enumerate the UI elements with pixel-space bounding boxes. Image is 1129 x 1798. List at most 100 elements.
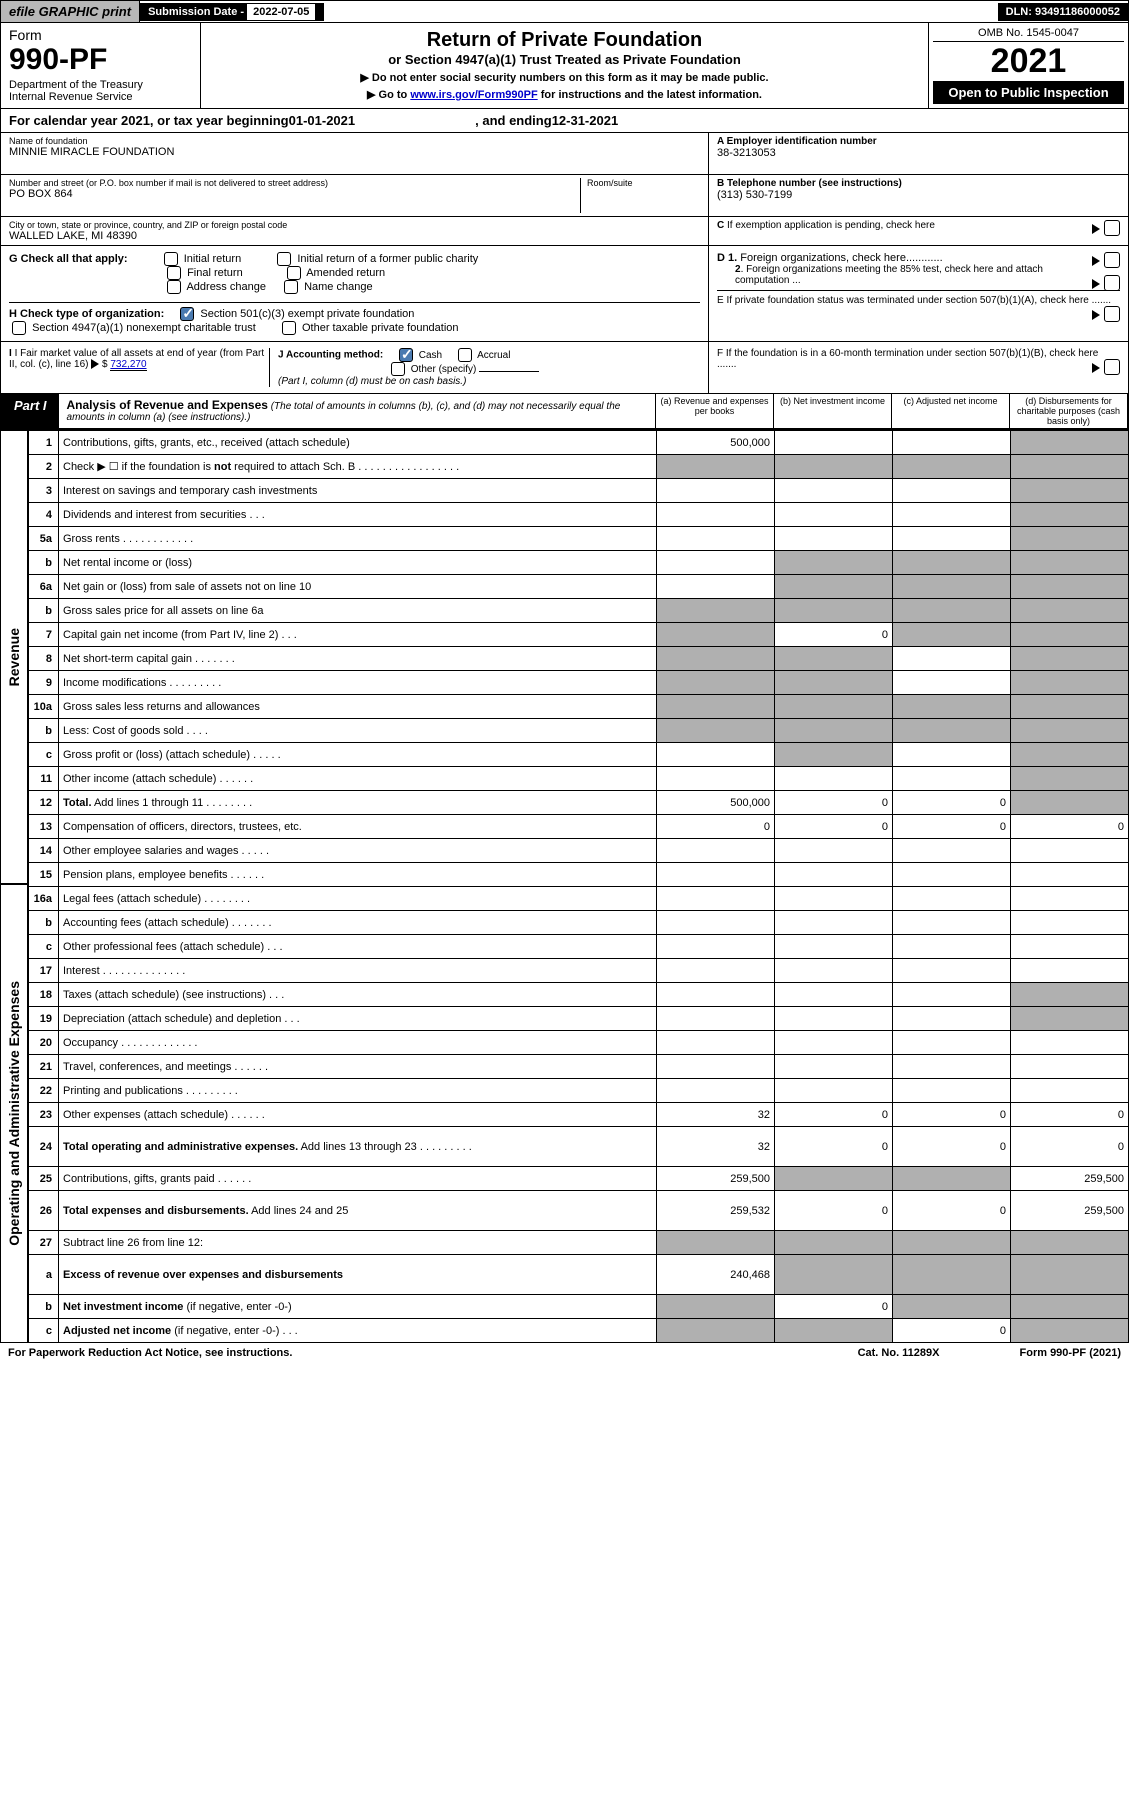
- footer-form: Form 990-PF (2021): [1020, 1347, 1122, 1359]
- checkbox-address-change[interactable]: [167, 280, 181, 294]
- table-row: 3Interest on savings and temporary cash …: [29, 479, 1129, 503]
- table-row: 12Total. Add lines 1 through 11 . . . . …: [29, 791, 1129, 815]
- e-row: E If private foundation status was termi…: [717, 290, 1120, 306]
- form-label: Form: [9, 27, 192, 43]
- table-row: 4Dividends and interest from securities …: [29, 503, 1129, 527]
- table-row: 16aLegal fees (attach schedule) . . . . …: [29, 887, 1129, 911]
- col-c-header: (c) Adjusted net income: [891, 394, 1009, 428]
- checkbox-name-change[interactable]: [284, 280, 298, 294]
- table-row: 25Contributions, gifts, grants paid . . …: [29, 1167, 1129, 1191]
- ein: 38-3213053: [717, 147, 1120, 159]
- f-row: F If the foundation is in a 60-month ter…: [717, 348, 1098, 370]
- top-bar: efile GRAPHIC print Submission Date - 20…: [0, 0, 1129, 23]
- form-note-2: ▶ Go to www.irs.gov/Form990PF for instru…: [207, 88, 922, 101]
- checkbox-e[interactable]: [1104, 306, 1120, 322]
- table-row: cAdjusted net income (if negative, enter…: [29, 1319, 1129, 1343]
- footer-cat: Cat. No. 11289X: [858, 1347, 940, 1359]
- table-row: 1Contributions, gifts, grants, etc., rec…: [29, 431, 1129, 455]
- foundation-name: MINNIE MIRACLE FOUNDATION: [9, 146, 700, 158]
- checkbox-c[interactable]: [1104, 220, 1120, 236]
- address-label: Number and street (or P.O. box number if…: [9, 178, 580, 188]
- table-row: 19Depreciation (attach schedule) and dep…: [29, 1007, 1129, 1031]
- checkbox-501c3[interactable]: [180, 307, 194, 321]
- checkbox-4947[interactable]: [12, 321, 26, 335]
- section-g-h: G Check all that apply: Initial return I…: [0, 246, 1129, 342]
- section-i-j-f: I I Fair market value of all assets at e…: [0, 342, 1129, 394]
- table-row: 13Compensation of officers, directors, t…: [29, 815, 1129, 839]
- footer-left: For Paperwork Reduction Act Notice, see …: [8, 1347, 292, 1359]
- form-number: 990-PF: [9, 43, 192, 77]
- table-row: cOther professional fees (attach schedul…: [29, 935, 1129, 959]
- table-row: 26Total expenses and disbursements. Add …: [29, 1191, 1129, 1231]
- checkbox-d1[interactable]: [1104, 252, 1120, 268]
- col-b-header: (b) Net investment income: [773, 394, 891, 428]
- form-title: Return of Private Foundation: [207, 29, 922, 52]
- checkbox-initial-former[interactable]: [277, 252, 291, 266]
- expenses-section-label: Operating and Administrative Expenses: [6, 981, 22, 1246]
- page-footer: For Paperwork Reduction Act Notice, see …: [0, 1343, 1129, 1363]
- table-row: 14Other employee salaries and wages . . …: [29, 839, 1129, 863]
- ein-label: A Employer identification number: [717, 136, 1120, 147]
- checkbox-accrual[interactable]: [458, 348, 472, 362]
- checkbox-other-method[interactable]: [391, 362, 405, 376]
- table-row: 11Other income (attach schedule) . . . .…: [29, 767, 1129, 791]
- table-row: 18Taxes (attach schedule) (see instructi…: [29, 983, 1129, 1007]
- table-row: bNet investment income (if negative, ent…: [29, 1295, 1129, 1319]
- d1-row: D 1. Foreign organizations, check here..…: [717, 252, 1120, 264]
- table-row: 22Printing and publications . . . . . . …: [29, 1079, 1129, 1103]
- checkbox-amended[interactable]: [287, 266, 301, 280]
- form-subtitle: or Section 4947(a)(1) Trust Treated as P…: [207, 52, 922, 67]
- table-row: 2Check ▶ ☐ if the foundation is not requ…: [29, 455, 1129, 479]
- checkbox-initial-return[interactable]: [164, 252, 178, 266]
- efile-print-button[interactable]: efile GRAPHIC print: [1, 1, 140, 22]
- submission-date-label: Submission Date - 2022-07-05: [140, 3, 324, 21]
- h-label: H Check type of organization:: [9, 308, 164, 320]
- table-row: 7Capital gain net income (from Part IV, …: [29, 623, 1129, 647]
- irs-link[interactable]: www.irs.gov/Form990PF: [410, 89, 537, 101]
- city-state-zip: WALLED LAKE, MI 48390: [9, 230, 700, 242]
- col-d-header: (d) Disbursements for charitable purpose…: [1009, 394, 1127, 428]
- open-public-badge: Open to Public Inspection: [933, 81, 1124, 104]
- phone-label: B Telephone number (see instructions): [717, 178, 1120, 189]
- checkbox-d2[interactable]: [1104, 275, 1120, 291]
- city-label: City or town, state or province, country…: [9, 220, 700, 230]
- checkbox-f[interactable]: [1104, 359, 1120, 375]
- col-a-header: (a) Revenue and expenses per books: [655, 394, 773, 428]
- j-note: (Part I, column (d) must be on cash basi…: [278, 376, 466, 387]
- part-1-label: Part I: [2, 394, 59, 428]
- checkbox-final-return[interactable]: [167, 266, 181, 280]
- table-row: 17Interest . . . . . . . . . . . . . .: [29, 959, 1129, 983]
- table-row: 20Occupancy . . . . . . . . . . . . .: [29, 1031, 1129, 1055]
- table-row: 8Net short-term capital gain . . . . . .…: [29, 647, 1129, 671]
- table-row: 5aGross rents . . . . . . . . . . . .: [29, 527, 1129, 551]
- fmv-link[interactable]: 732,270: [110, 359, 146, 371]
- omb-number: OMB No. 1545-0047: [933, 27, 1124, 42]
- dln: DLN: 93491186000052: [998, 3, 1128, 21]
- tax-year: 2021: [933, 42, 1124, 81]
- table-row: 21Travel, conferences, and meetings . . …: [29, 1055, 1129, 1079]
- part-1-body: Revenue Operating and Administrative Exp…: [0, 430, 1129, 1343]
- foundation-name-label: Name of foundation: [9, 136, 700, 146]
- part-1-title: Analysis of Revenue and Expenses: [67, 398, 268, 412]
- table-row: bGross sales price for all assets on lin…: [29, 599, 1129, 623]
- form-note-1: ▶ Do not enter social security numbers o…: [207, 71, 922, 84]
- table-row: 10aGross sales less returns and allowanc…: [29, 695, 1129, 719]
- table-row: bNet rental income or (loss): [29, 551, 1129, 575]
- form-header: Form 990-PF Department of the Treasury I…: [0, 23, 1129, 109]
- table-row: 6aNet gain or (loss) from sale of assets…: [29, 575, 1129, 599]
- phone: (313) 530-7199: [717, 189, 1120, 201]
- table-row: 9Income modifications . . . . . . . . .: [29, 671, 1129, 695]
- part-1-header: Part I Analysis of Revenue and Expenses …: [0, 394, 1129, 430]
- dept-treasury: Department of the Treasury Internal Reve…: [9, 79, 192, 103]
- g-label: G Check all that apply:: [9, 253, 128, 265]
- checkbox-other-taxable[interactable]: [282, 321, 296, 335]
- revenue-section-label: Revenue: [6, 628, 22, 686]
- table-row: bLess: Cost of goods sold . . . .: [29, 719, 1129, 743]
- checkbox-cash[interactable]: [399, 348, 413, 362]
- j-label: J Accounting method:: [278, 350, 383, 361]
- table-row: 27Subtract line 26 from line 12:: [29, 1231, 1129, 1255]
- calendar-year-row: For calendar year 2021, or tax year begi…: [0, 109, 1129, 133]
- room-label: Room/suite: [587, 178, 700, 188]
- table-row: 23Other expenses (attach schedule) . . .…: [29, 1103, 1129, 1127]
- table-row: aExcess of revenue over expenses and dis…: [29, 1255, 1129, 1295]
